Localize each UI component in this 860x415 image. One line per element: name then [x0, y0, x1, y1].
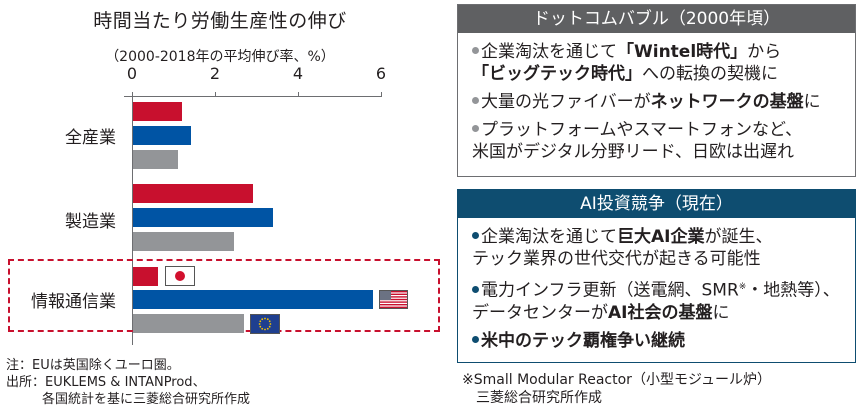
bar-ict-usa — [133, 290, 373, 309]
bullet-icon — [472, 285, 479, 293]
dotcom-bubble-panel: ドットコムバブル（2000年頃） 企業淘汰を通じて「Wintel時代」から 「ビ… — [457, 4, 856, 177]
note-source: 出所：EUKLEMS & INTANProd、 — [6, 375, 206, 390]
ai-item-2: 電力インフラ更新（送電網、SMR※・地熱等）、 データセンターがAI社会の基盤に — [472, 280, 840, 323]
x-axis-tick — [298, 92, 299, 97]
bar-mfg-japan — [133, 184, 253, 203]
note-source-cont: 各国統計を基に三菱総合研究所作成 — [42, 392, 251, 407]
chart-subtitle: （2000-2018年の平均伸び率、%） — [105, 49, 335, 65]
ai-item-1: 企業淘汰を通じて巨大AI企業が誕生、 テック業界の世代交代が起きる可能性 — [472, 227, 773, 269]
bar-all-usa — [133, 126, 191, 145]
bar-mfg-eu — [133, 232, 234, 251]
x-axis-tick — [381, 92, 382, 97]
bar-all-japan — [133, 102, 182, 121]
ai-investment-panel: AI投資競争（現在） 企業淘汰を通じて巨大AI企業が誕生、 テック業界の世代交代… — [457, 189, 856, 363]
bullet-icon — [472, 97, 479, 104]
bullet-icon — [472, 232, 479, 239]
bar-all-eu — [133, 150, 178, 169]
ai-item-3: 米中のテック覇権争い継続 — [472, 330, 845, 352]
chart-title: 時間当たり労働生産性の伸び — [93, 10, 347, 32]
x-tick-4: 4 — [292, 64, 304, 83]
japan-flag-icon — [165, 266, 195, 286]
y-axis — [132, 92, 133, 345]
bar-ict-japan — [133, 267, 158, 286]
ai-panel-header: AI投資競争（現在） — [458, 190, 855, 218]
category-label-manufacturing: 製造業 — [65, 212, 116, 232]
x-tick-0: 0 — [126, 64, 138, 83]
x-axis-tick — [215, 92, 216, 97]
eu-flag-icon — [250, 314, 280, 334]
note-eu: 注：EUは英国除くユーロ圏。 — [6, 358, 180, 373]
x-axis — [124, 96, 382, 97]
bar-ict-eu — [133, 314, 244, 333]
x-tick-6: 6 — [375, 64, 387, 83]
dotcom-item-1: 企業淘汰を通じて「Wintel時代」から 「ビッグテック時代」への転換の契機に — [472, 42, 782, 84]
dotcom-item-3: プラットフォームやスマートフォンなど、 米国がデジタル分野リード、日欧は出遅れ — [472, 120, 803, 162]
footnote: ※Small Modular Reactor（小型モジュール炉） 三菱総合研究所… — [462, 371, 771, 407]
usa-flag-icon — [379, 290, 408, 309]
category-label-all-industries: 全産業 — [65, 128, 116, 148]
dotcom-item-2: 大量の光ファイバーがネットワークの基盤に — [472, 91, 845, 113]
category-label-ict: 情報通信業 — [31, 292, 116, 312]
dotcom-panel-header: ドットコムバブル（2000年頃） — [458, 5, 855, 33]
bar-mfg-usa — [133, 208, 273, 227]
x-tick-2: 2 — [209, 64, 221, 83]
bullet-icon — [472, 335, 479, 343]
footnote-source: 三菱総合研究所作成 — [476, 390, 602, 406]
footnote-smr: ※Small Modular Reactor（小型モジュール炉） — [462, 372, 771, 388]
bullet-icon — [472, 125, 479, 132]
bullet-icon — [472, 47, 479, 54]
